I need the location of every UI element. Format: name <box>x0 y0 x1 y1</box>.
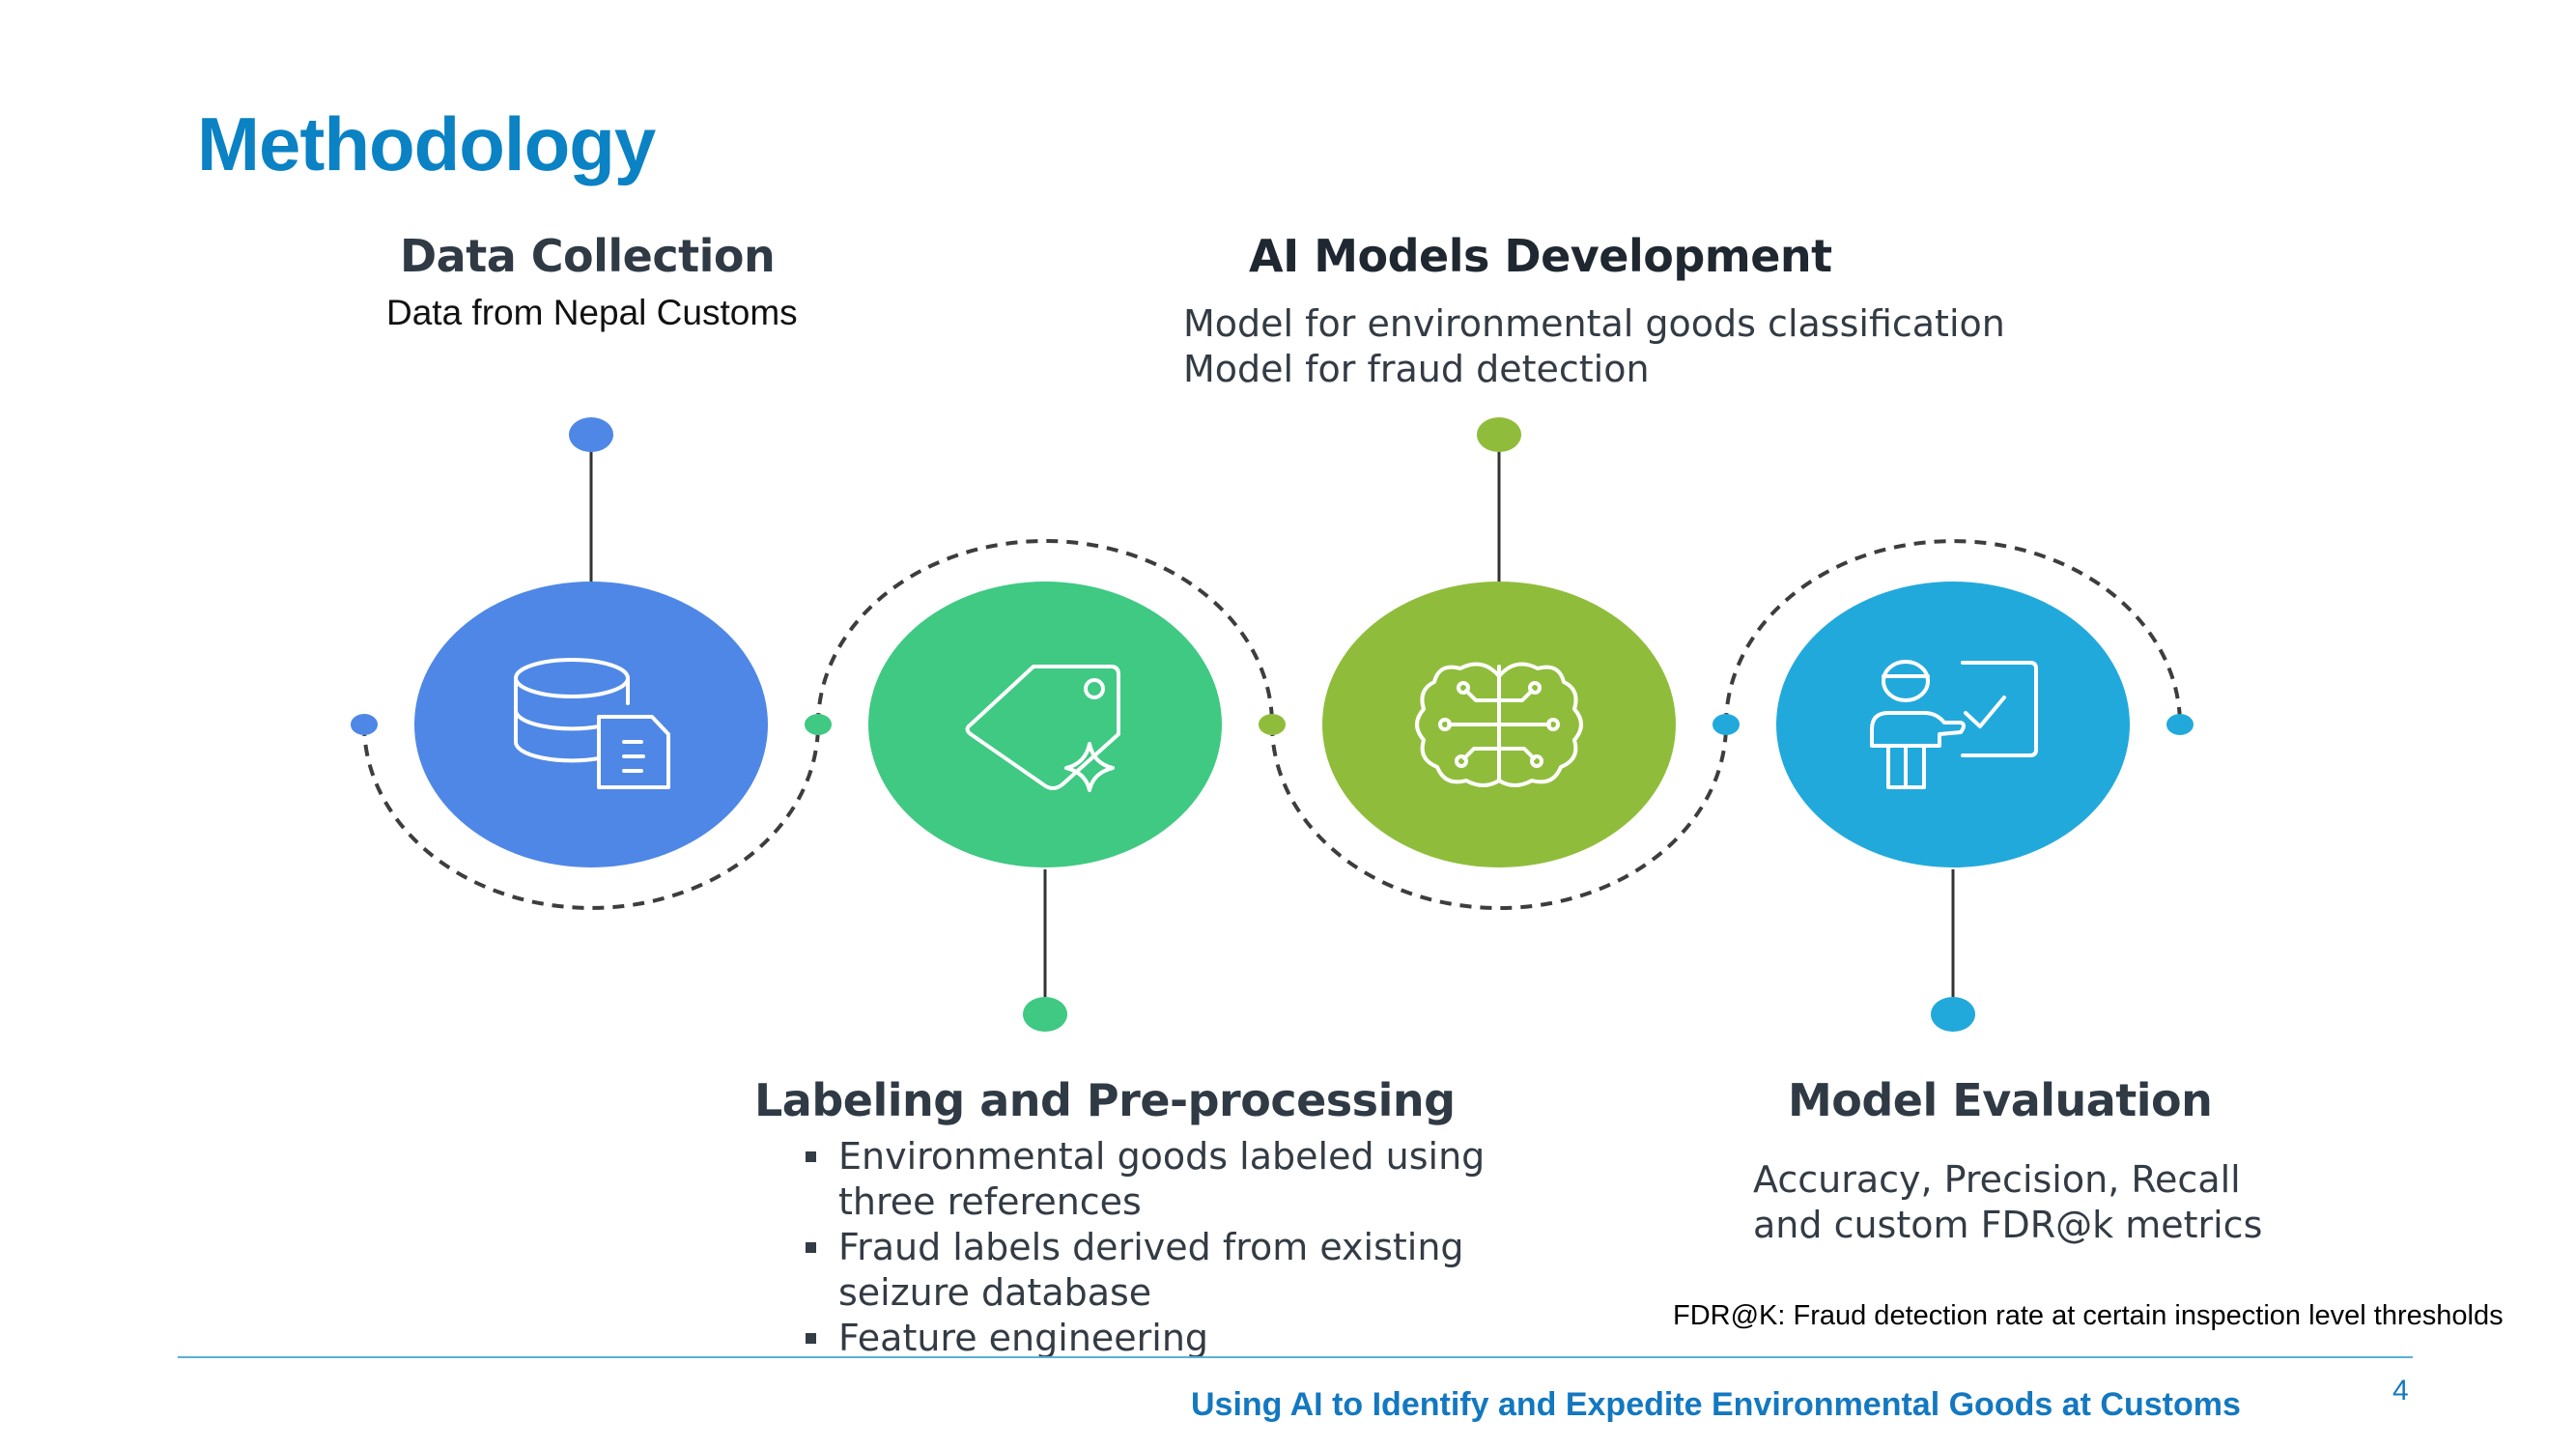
connector-arc-1 <box>362 724 820 910</box>
footnote: FDR@K: Fraud detection rate at certain i… <box>1673 1300 2504 1331</box>
tag-sparkle-icon <box>965 665 1120 792</box>
step-1-pin <box>569 417 613 452</box>
bullet-item: Fraud labels derived from existing seizu… <box>802 1225 1574 1316</box>
brain-circuit-icon <box>1415 662 1583 787</box>
step-1-heading: Data Collection <box>400 230 776 282</box>
step-3-description: Model for environmental goods classifica… <box>1183 301 2005 392</box>
junction-dot <box>2166 714 2194 735</box>
bullet-item: Environmental goods labeled using three … <box>802 1134 1574 1225</box>
step-3-pin <box>1477 417 1521 452</box>
junction-dot <box>1713 714 1740 735</box>
step-2-pin <box>1023 997 1067 1032</box>
connector-arc-3 <box>1270 724 1728 910</box>
step-3-line-1: Model for environmental goods classifica… <box>1183 302 2005 345</box>
footer-divider <box>178 1356 2413 1358</box>
page-title: Methodology <box>197 101 656 186</box>
step-1-circle <box>414 582 768 867</box>
page-number: 4 <box>2392 1375 2409 1406</box>
presenter-check-icon <box>1870 660 2038 789</box>
step-4-description: Accuracy, Precision, Recall and custom F… <box>1753 1158 2263 1246</box>
junction-dot <box>351 714 378 735</box>
step-2-circle <box>868 582 1222 867</box>
database-document-icon <box>514 658 670 789</box>
step-3-line-2: Model for fraud detection <box>1183 348 1650 390</box>
step-1-description: Data from Nepal Customs <box>386 293 798 332</box>
step-2-bullets: Environmental goods labeled using three … <box>802 1134 1574 1361</box>
connector-arc-2 <box>816 539 1274 725</box>
step-3-heading: AI Models Development <box>1249 230 1832 282</box>
junction-dot <box>1259 714 1286 735</box>
bullet-item: Feature engineering <box>802 1316 1574 1361</box>
step-2-heading: Labeling and Pre-processing <box>754 1074 1456 1126</box>
connector-arc-4 <box>1724 539 2182 725</box>
step-4-heading: Model Evaluation <box>1788 1074 2213 1126</box>
step-4-pin <box>1931 997 1975 1032</box>
footer-title: Using AI to Identify and Expedite Enviro… <box>1191 1386 2241 1423</box>
junction-dot <box>805 714 832 735</box>
